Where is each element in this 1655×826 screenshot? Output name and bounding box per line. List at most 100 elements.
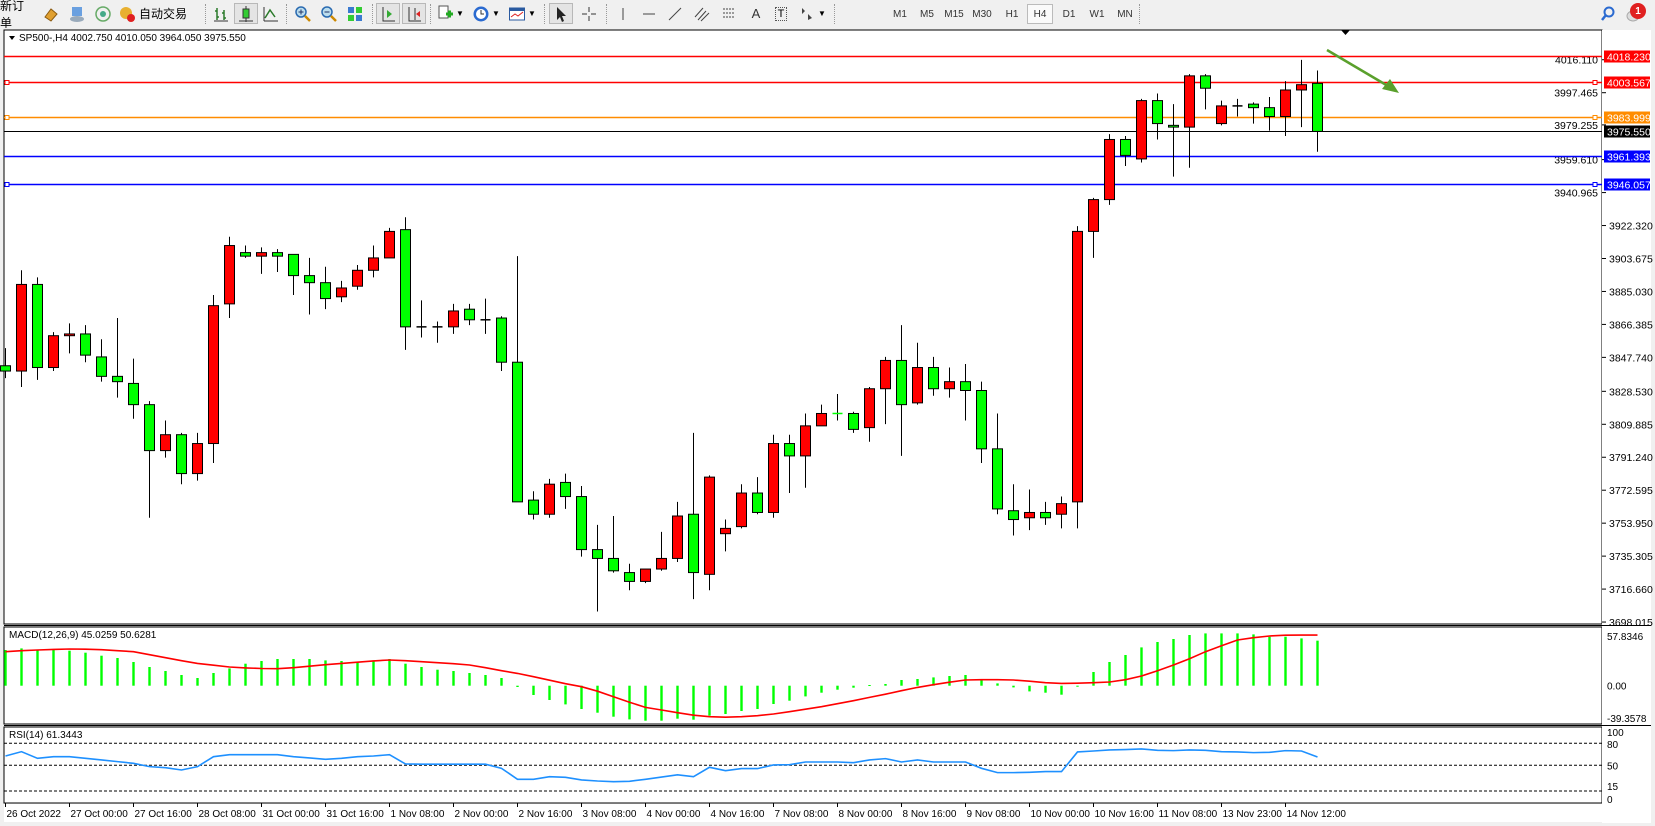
candle-body [176,434,187,475]
macd-histogram-bar [276,659,279,686]
macd-histogram-bar [980,679,983,686]
macd-histogram-bar [948,676,951,686]
candle [1248,102,1259,124]
rsi-axis-label: 100 [1607,728,1624,739]
trendline-tool[interactable] [664,3,686,24]
time-label: 4 Nov 00:00 [647,809,701,820]
candle-body [528,499,539,515]
time-label: 10 Nov 00:00 [1031,809,1091,820]
data-window-button[interactable] [66,3,88,24]
price-level-label: 3961.393 [1607,152,1651,164]
candle-body [976,389,987,450]
candle [672,501,683,562]
line-handle [1592,182,1598,187]
candle [64,323,75,354]
timeframe-w1[interactable]: W1 [1089,8,1105,20]
market-watch-icon [44,7,58,22]
cursor-icon [557,6,566,22]
candle-body [256,252,267,257]
candle-body [0,365,11,372]
time-label: 27 Oct 00:00 [71,809,129,820]
candlestick-chart-button[interactable] [234,3,258,24]
fibonacci-tool[interactable] [718,3,742,24]
macd-histogram-bar [820,685,823,693]
horizontal-line-tool[interactable] [638,3,660,24]
candle-body [1200,75,1211,89]
candle-body [768,443,779,513]
crosshair-tool-button[interactable] [577,3,601,24]
text-tool[interactable]: A [746,3,766,24]
zoom-out-icon [321,5,337,22]
timeframe-d1[interactable]: D1 [1062,8,1076,20]
zoom-in-button[interactable] [292,3,314,24]
macd-histogram-bar [996,683,999,686]
candle [768,434,779,518]
arrows-tool-button[interactable]: ▼ [796,3,828,24]
data-window-icon [70,6,84,22]
text-label-tool[interactable]: T [770,3,792,24]
macd-axis-label: -39.3578 [1607,714,1647,725]
macd-histogram-bar [1012,685,1015,688]
auto-scroll-button[interactable] [376,3,400,24]
candle [608,516,619,573]
timeframe-h1[interactable]: H1 [1005,8,1019,20]
candle [704,475,715,591]
candle [1296,59,1307,128]
candle-body [384,230,395,259]
macd-histogram-bar [20,648,23,686]
candle-body [336,287,347,298]
macd-histogram-bar [132,662,135,686]
price-tick-label: 3828.530 [1609,386,1653,398]
candle-body [1056,503,1067,515]
macd-histogram-bar [1316,640,1319,686]
auto-trading-button[interactable]: 自动交易 [118,3,200,24]
candle-body [1216,105,1227,125]
candle [1056,496,1067,529]
macd-axis-label: 57.8346 [1607,632,1644,643]
timeframe-mn[interactable]: MN [1117,8,1133,20]
macd-histogram-bar [1188,635,1191,686]
vertical-line-tool[interactable] [612,3,634,24]
candle-body [912,367,923,404]
price-chart[interactable]: 4016.110 3997.465 3979.255 3959.610 3940.965… [0,28,1655,826]
candle [16,270,27,387]
candle [720,519,731,552]
bar-chart-button[interactable] [210,3,232,24]
cursor-tool-button[interactable] [549,3,573,24]
macd-histogram-bar [1236,633,1239,686]
candle-body [896,359,907,406]
candle [1008,484,1019,536]
line-chart-button[interactable] [260,3,282,24]
horizontal-line-icon [643,13,655,14]
chart-shift-button[interactable] [402,3,426,24]
candle-body [1248,103,1259,109]
chevron-down-icon: ▼ [492,9,500,18]
candle [800,413,811,488]
timeframe-m5[interactable]: M5 [920,8,934,20]
new-order-button[interactable]: 新订单 [0,0,34,30]
templates-button[interactable]: ▼ [506,3,538,24]
timeframe-m30[interactable]: M30 [972,8,992,20]
macd-histogram-bar [548,685,551,700]
candle-body [400,229,411,328]
time-label: 31 Oct 00:00 [263,809,321,820]
line-handle [1592,80,1598,85]
macd-histogram-bar [596,685,599,713]
tile-windows-button[interactable] [344,3,366,24]
timeframe-h4[interactable]: H4 [1027,4,1053,24]
time-label: 2 Nov 16:00 [519,809,573,820]
macd-histogram-bar [148,667,151,686]
navigator-button[interactable] [92,3,114,24]
zoom-out-button[interactable] [318,3,340,24]
indicators-button[interactable]: ▼ [434,3,466,24]
candle-body [1104,138,1115,201]
periods-button[interactable]: ▼ [470,3,502,24]
timeframe-m15[interactable]: M15 [944,8,964,20]
candle-body [80,333,91,356]
search-button[interactable] [1598,3,1618,24]
timeframe-m1[interactable]: M1 [893,8,907,20]
candle [848,411,859,433]
equidistant-channel-tool[interactable] [690,3,714,24]
market-watch-button[interactable] [40,3,62,24]
candle-body [16,283,27,372]
